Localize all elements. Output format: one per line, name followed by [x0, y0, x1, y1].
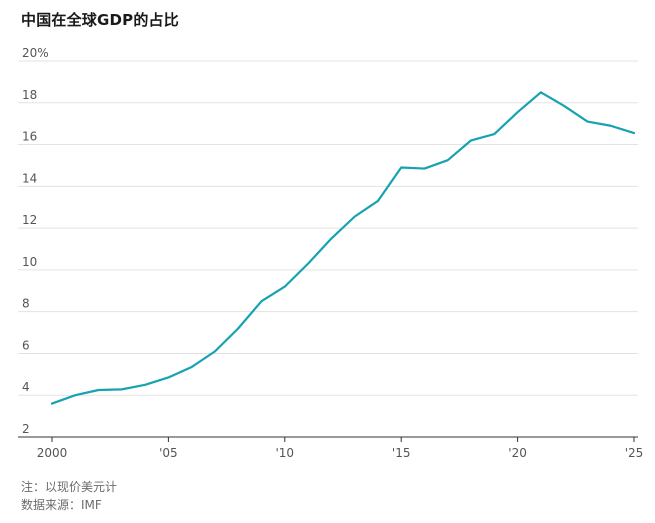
data-point-2009: [260, 300, 262, 302]
data-point-2022: [563, 105, 565, 107]
footnote-currency: 注：以现价美元计: [21, 480, 118, 494]
data-point-2011: [307, 263, 309, 265]
data-point-2005: [167, 376, 169, 378]
line-chart: 20 % 18 16 14 12 10 8 6 4 2 2000 '05 '10 '15 '20 '25: [18, 46, 644, 460]
x-tick-label-2010: '10: [276, 446, 295, 460]
data-point-2010: [284, 286, 286, 288]
data-point-2014: [377, 200, 379, 202]
data-point-2001: [74, 394, 76, 396]
y-tick-label-20: 20: [22, 46, 37, 60]
data-point-2013: [354, 216, 356, 218]
x-tick-label-2015: '15: [392, 446, 411, 460]
x-tick-label-2000: 2000: [37, 446, 68, 460]
series-layer: [50, 91, 636, 405]
y-tick-label-14: 14: [22, 171, 37, 185]
data-point-2020: [517, 111, 519, 113]
x-tick-label-2020: '20: [508, 446, 527, 460]
y-tick-label-2: 2: [22, 422, 30, 436]
data-point-2012: [330, 237, 332, 239]
data-point-2003: [121, 388, 123, 390]
x-axis-ticks: 2000 '05 '10 '15 '20 '25: [37, 437, 644, 460]
footnote-source: 数据来源：IMF: [21, 498, 102, 512]
data-point-2006: [191, 366, 193, 368]
data-point-2016: [423, 167, 425, 169]
data-point-2018: [470, 139, 472, 141]
y-tick-label-6: 6: [22, 338, 30, 352]
data-point-2007: [214, 350, 216, 352]
y-tick-label-8: 8: [22, 297, 30, 311]
y-tick-label-10: 10: [22, 255, 37, 269]
series-line-0: [50, 91, 636, 405]
data-point-2008: [237, 327, 239, 329]
x-tick-label-2025: '25: [625, 446, 644, 460]
data-point-2023: [586, 120, 588, 122]
data-point-2004: [144, 384, 146, 386]
y-tick-label-12: 12: [22, 213, 37, 227]
chart-title: 中国在全球GDP的占比: [21, 11, 179, 29]
data-point-2002: [97, 389, 99, 391]
y-tick-label-4: 4: [22, 380, 30, 394]
y-unit-label: %: [37, 46, 48, 60]
y-tick-label-16: 16: [22, 130, 37, 144]
y-axis-ticks: 20 % 18 16 14 12 10 8 6 4 2: [22, 46, 49, 436]
gridlines: [18, 60, 638, 438]
data-point-2021: [540, 91, 542, 93]
data-point-2015: [400, 166, 402, 168]
data-point-2000: [51, 402, 53, 404]
data-point-2017: [447, 159, 449, 161]
data-point-2024: [610, 125, 612, 127]
data-point-2025: [633, 132, 635, 134]
y-tick-label-18: 18: [22, 88, 37, 102]
x-tick-label-2005: '05: [159, 446, 178, 460]
data-point-2019: [493, 133, 495, 135]
